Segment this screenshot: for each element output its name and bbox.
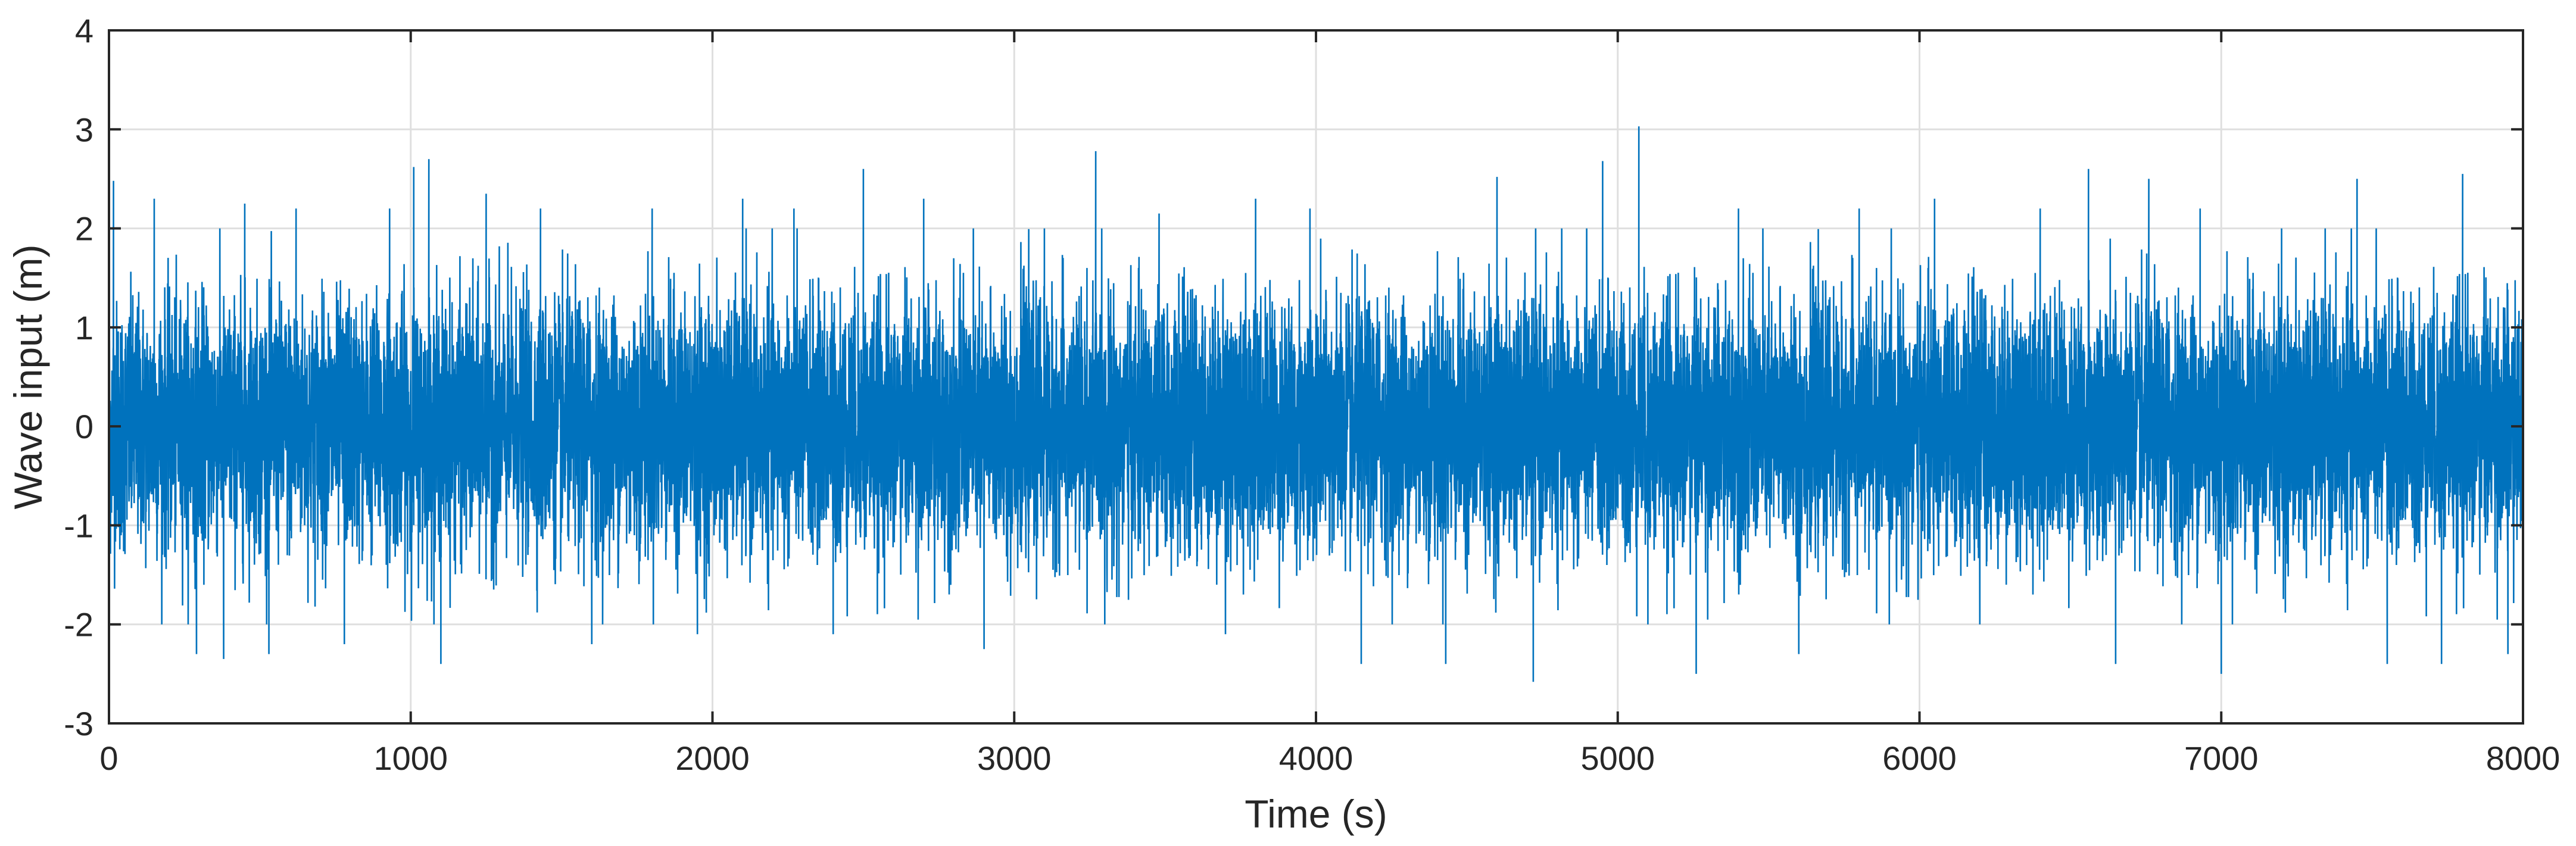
- x-axis-label: Time (s): [1245, 792, 1387, 836]
- x-tick-label: 7000: [2184, 739, 2259, 777]
- y-tick-label: -2: [64, 606, 93, 644]
- y-tick-labels: -3 -2 -1 0 1 2 3 4: [64, 12, 93, 742]
- y-tick-label: 3: [75, 111, 93, 148]
- x-tick-label: 3000: [977, 739, 1052, 777]
- x-tick-label: 2000: [675, 739, 750, 777]
- x-tick-label: 1000: [373, 739, 448, 777]
- y-tick-label: -1: [64, 507, 93, 544]
- series-line: [108, 126, 2524, 682]
- series-layer: [108, 126, 2524, 682]
- x-tick-labels: 0 1000 2000 3000 4000 5000 6000 7000 8000: [99, 739, 2560, 777]
- ticks: [108, 29, 2524, 725]
- y-tick-label: 1: [75, 309, 93, 346]
- x-tick-label: 5000: [1580, 739, 1655, 777]
- x-tick-label: 4000: [1279, 739, 1354, 777]
- y-tick-label: 0: [75, 408, 93, 445]
- y-tick-label: -3: [64, 705, 93, 742]
- x-tick-label: 6000: [1882, 739, 1957, 777]
- x-tick-label: 0: [99, 739, 118, 777]
- x-tick-label: 8000: [2486, 739, 2561, 777]
- y-tick-label: 4: [75, 12, 93, 49]
- y-tick-label: 2: [75, 210, 93, 248]
- y-axis-label: Wave input (m): [6, 245, 50, 510]
